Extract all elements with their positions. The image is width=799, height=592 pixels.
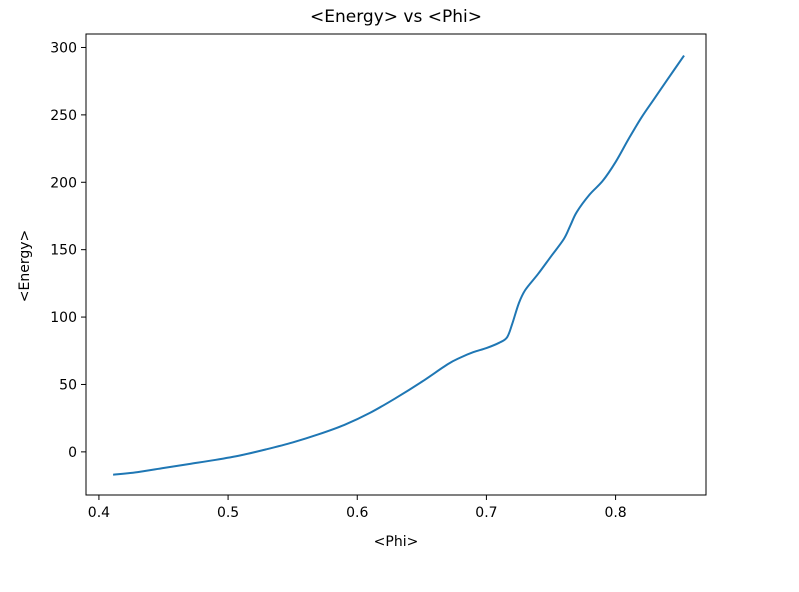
y-tick-label: 100 [50, 310, 77, 326]
y-axis-label: <Energy> [17, 230, 33, 302]
series-line [113, 55, 685, 476]
y-axis: 0 50 100 150 200 250 300 [50, 40, 86, 461]
y-tick-label: 150 [50, 243, 77, 259]
y-tick-label: 0 [68, 445, 77, 461]
x-tick-label: 0.5 [217, 505, 239, 521]
x-tick-label: 0.4 [88, 505, 110, 521]
x-tick-label: 0.6 [346, 505, 368, 521]
x-axis: 0.4 0.5 0.6 0.7 0.8 [88, 495, 627, 521]
y-tick-label: 300 [50, 40, 77, 56]
plot-frame [85, 33, 707, 496]
y-tick-label: 250 [50, 108, 77, 124]
x-tick-label: 0.7 [475, 505, 497, 521]
x-tick-label: 0.8 [604, 505, 626, 521]
x-axis-label: <Phi> [374, 534, 419, 550]
y-tick-label: 50 [59, 377, 77, 393]
chart-title: <Energy> vs <Phi> [310, 7, 482, 27]
y-tick-label: 200 [50, 175, 77, 191]
